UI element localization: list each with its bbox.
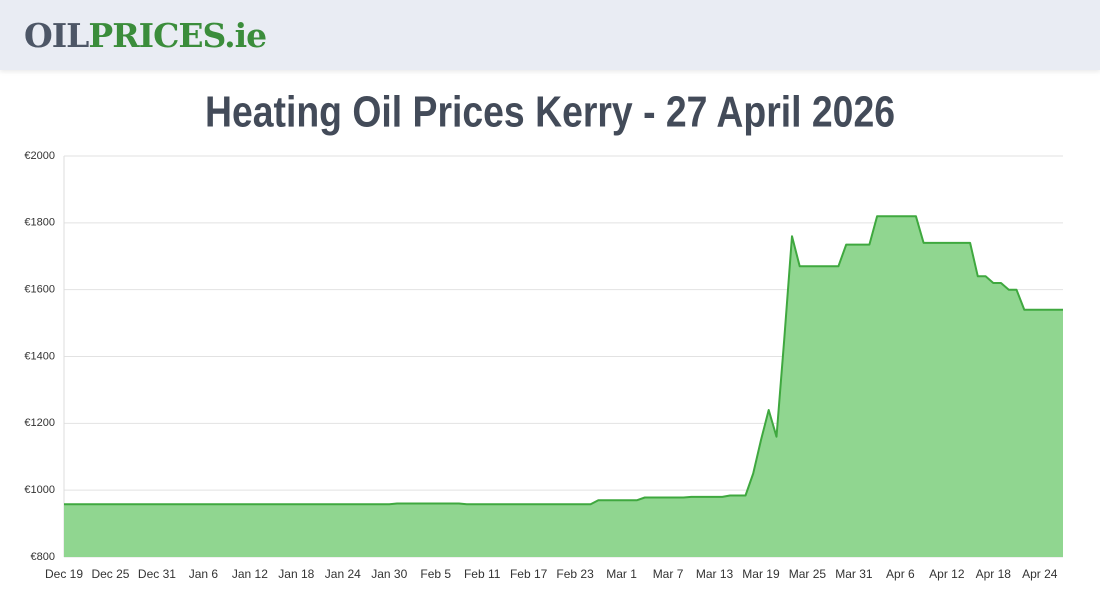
x-tick-label: Dec 31: [138, 567, 176, 581]
y-tick-label: €2000: [24, 150, 55, 162]
x-tick-label: Dec 25: [91, 567, 129, 581]
y-tick-label: €1600: [24, 284, 55, 296]
x-tick-label: Jan 12: [232, 567, 268, 581]
logo-part: PRICES.ie: [88, 16, 267, 55]
x-tick-label: Apr 18: [976, 567, 1012, 581]
x-tick-label: Apr 12: [929, 567, 965, 581]
x-tick-label: Feb 17: [510, 567, 548, 581]
x-tick-label: Mar 13: [696, 567, 734, 581]
y-tick-label: €1000: [24, 484, 55, 496]
x-tick-label: Dec 19: [45, 567, 83, 581]
x-tick-label: Apr 6: [886, 567, 915, 581]
line: [64, 215, 1063, 506]
chart-title: Heating Oil Prices Kerry - 27 April 2026: [205, 88, 895, 137]
x-tick-label: Mar 31: [835, 567, 873, 581]
x-tick-label: Feb 11: [464, 567, 501, 581]
y-tick-label: €800: [31, 551, 55, 563]
x-tick-label: Mar 19: [742, 567, 780, 581]
chart: Heating Oil Prices Kerry - 27 April 2026…: [24, 88, 1063, 581]
area-fill: [64, 216, 1063, 557]
x-tick-label: Apr 24: [1022, 567, 1058, 581]
y-tick-label: €1200: [24, 417, 55, 429]
x-tick-label: Jan 18: [278, 567, 314, 581]
y-tick-label: €1800: [24, 217, 55, 229]
logo-part: OIL: [24, 16, 89, 55]
x-tick-label: Jan 6: [189, 567, 219, 581]
x-tick-label: Jan 30: [371, 567, 407, 581]
header: OILPRICES.ie: [0, 0, 1100, 70]
x-tick-label: Mar 25: [789, 567, 827, 581]
x-tick-label: Mar 7: [653, 567, 684, 581]
x-tick-label: Mar 1: [606, 567, 637, 581]
x-tick-label: Feb 5: [420, 567, 451, 581]
logo[interactable]: OILPRICES.ie: [24, 16, 267, 55]
x-tick-label: Jan 24: [325, 567, 361, 581]
y-tick-label: €1400: [24, 350, 55, 362]
x-tick-label: Feb 23: [556, 567, 594, 581]
